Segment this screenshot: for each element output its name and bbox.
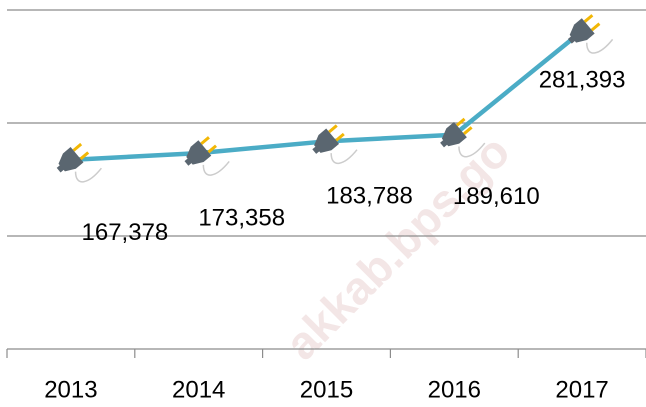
plug-body: [441, 121, 467, 147]
prong: [207, 144, 217, 154]
prong: [335, 132, 345, 142]
plug-body: [314, 128, 340, 153]
data-label: 281,393: [539, 66, 626, 93]
cord: [74, 167, 102, 183]
data-label: 173,358: [198, 204, 285, 231]
plug-body: [186, 140, 212, 165]
plug-marker: [440, 117, 486, 158]
data-label: 189,610: [453, 183, 540, 210]
cord: [330, 149, 358, 164]
prong: [72, 142, 83, 152]
prong: [79, 151, 90, 161]
plug-cap: [567, 35, 576, 44]
plug-cap: [440, 139, 448, 148]
prong: [200, 136, 210, 145]
plug-body: [58, 147, 84, 172]
x-tick-label: 2015: [300, 376, 353, 403]
cord: [585, 38, 614, 54]
prong: [462, 126, 473, 135]
prong: [455, 117, 466, 127]
prong: [328, 124, 338, 134]
plug-marker: [312, 124, 358, 164]
x-tick-label: 2016: [428, 376, 481, 403]
data-label: 183,788: [326, 183, 413, 210]
plug-marker: [184, 136, 230, 176]
prong: [583, 14, 594, 23]
plug-marker: [56, 142, 102, 183]
prong: [590, 22, 601, 32]
plug-cap: [312, 146, 321, 154]
plug-marker: [567, 14, 614, 54]
data-label: 167,378: [82, 219, 169, 246]
cord: [458, 142, 486, 158]
plug-cap: [184, 157, 193, 166]
plug-cap: [56, 164, 65, 173]
cord: [202, 160, 230, 176]
plug-body: [569, 18, 595, 43]
x-tick-label: 2014: [172, 376, 225, 403]
x-tick-label: 2017: [555, 376, 608, 403]
x-tick-label: 2013: [44, 376, 97, 403]
watermark: akkab.bps.go: [275, 125, 520, 370]
